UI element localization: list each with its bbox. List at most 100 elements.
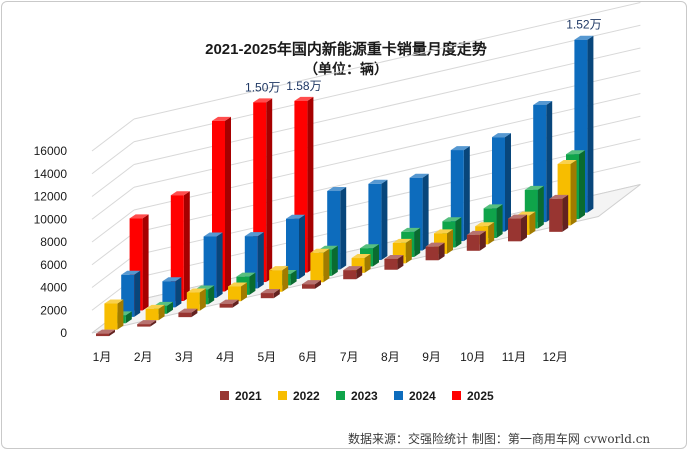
bar-top	[137, 320, 157, 325]
bar-side	[117, 299, 124, 330]
bar-side	[150, 320, 157, 327]
bar	[368, 183, 382, 261]
x-tick-label: 1月	[93, 350, 112, 364]
gridline	[133, 47, 641, 165]
bar-top	[294, 96, 314, 101]
bar-top	[228, 282, 247, 287]
bar-side	[199, 288, 206, 311]
bar-top	[508, 214, 527, 219]
bar-side	[570, 160, 577, 226]
bar-side	[158, 304, 165, 321]
data-label: 1.52万	[566, 18, 601, 32]
bar-side	[546, 100, 553, 223]
bar	[260, 293, 274, 299]
bar-top	[104, 299, 124, 304]
bar	[286, 218, 299, 279]
bar-side	[579, 150, 585, 220]
bar-side	[587, 35, 594, 213]
bar-side	[191, 308, 198, 318]
x-tick-label: 9月	[422, 350, 441, 364]
bar-side	[315, 280, 321, 289]
bar	[425, 246, 439, 261]
bar	[549, 198, 563, 232]
gridline-side	[91, 209, 135, 243]
bar-side	[447, 229, 453, 254]
bar-top	[392, 238, 412, 243]
bar	[162, 281, 176, 308]
bar-top	[351, 254, 371, 259]
y-tick-label: 8000	[40, 235, 67, 249]
bar	[145, 308, 159, 321]
legend-swatch	[278, 391, 287, 400]
y-tick-label: 2000	[40, 303, 67, 317]
legend-label: 2021	[235, 389, 262, 403]
bar-top	[384, 254, 404, 259]
bar-side	[323, 248, 330, 283]
bar-side	[381, 179, 388, 261]
gridline-side	[91, 186, 135, 220]
bar-side	[438, 242, 445, 261]
bar-top	[96, 329, 115, 334]
bar-side	[299, 214, 305, 279]
bar-side	[529, 211, 536, 235]
bar-side	[364, 254, 371, 273]
legend-label: 2025	[467, 389, 494, 403]
source-text: 数据来源：交强险统计 制图：第一商用车网 cvworld.cn	[348, 432, 651, 446]
x-tick-label: 2月	[134, 350, 153, 364]
gridline-side	[91, 255, 135, 288]
bar-top	[466, 230, 486, 235]
x-tick-label: 3月	[175, 350, 194, 364]
bar-side	[142, 214, 149, 311]
bar-top	[253, 98, 273, 103]
bar-side	[331, 245, 338, 276]
y-tick-label: 14000	[34, 167, 68, 181]
bar-side	[488, 222, 495, 245]
bar-side	[422, 173, 429, 251]
bar-side	[225, 116, 231, 292]
bar-top	[212, 116, 231, 121]
bar-top	[483, 204, 503, 209]
bar-top	[170, 191, 190, 196]
bar-top	[524, 185, 544, 190]
bar-top	[186, 288, 206, 293]
y-tick-label: 6000	[40, 258, 67, 272]
bar-top	[327, 187, 347, 192]
bar	[466, 234, 480, 251]
legend-label: 2024	[409, 389, 436, 403]
bar	[121, 274, 135, 317]
x-tick-label: 6月	[299, 350, 318, 364]
y-tick-label: 10000	[34, 212, 68, 226]
bar-top	[450, 146, 470, 151]
gridline	[133, 2, 641, 120]
bar-top	[566, 150, 585, 155]
legend-label: 2023	[351, 389, 378, 403]
bar	[269, 270, 283, 292]
bar-top	[310, 248, 330, 253]
y-tick-label: 4000	[40, 281, 67, 295]
bar-top	[574, 35, 594, 40]
data-label: 1.50万	[245, 80, 280, 94]
bar-side	[356, 266, 363, 280]
bar-side	[266, 98, 273, 283]
bar-top	[360, 244, 379, 249]
bar-side	[290, 270, 297, 286]
bar-side	[397, 254, 404, 270]
bar-top	[269, 266, 289, 271]
bar-top	[475, 222, 495, 227]
bar-side	[340, 187, 347, 270]
bar-side	[134, 270, 141, 317]
x-tick-label: 7月	[340, 350, 359, 364]
x-tick-label: 11月	[502, 350, 526, 364]
gridline-side	[91, 118, 135, 152]
bar-top	[425, 242, 445, 247]
bar-top	[409, 173, 429, 178]
bar-side	[249, 272, 256, 295]
x-tick-label: 5月	[257, 350, 276, 364]
bar-top	[343, 266, 363, 271]
bar-side	[496, 204, 503, 238]
legend-swatch	[220, 391, 229, 400]
bar-side	[109, 329, 115, 337]
x-tick-label: 12月	[543, 350, 568, 364]
bar-top	[129, 214, 149, 219]
bar-top	[442, 217, 462, 222]
